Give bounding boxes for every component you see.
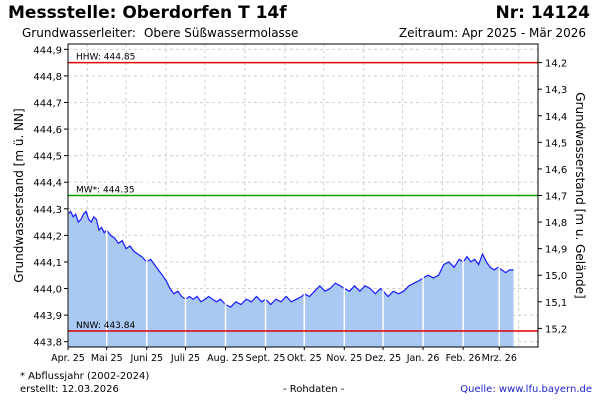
y-left-tick-label: 444,7 bbox=[33, 98, 62, 109]
footnote: * Abflussjahr (2002-2024) bbox=[20, 371, 150, 382]
x-tick-label: Dez. 25 bbox=[365, 353, 401, 364]
reference-label-nnw: NNW: 443.84 bbox=[76, 321, 135, 331]
x-tick-label: Sept. 25 bbox=[246, 353, 286, 364]
x-tick-label: Feb. 26 bbox=[446, 353, 481, 364]
y-right-tick-label: 14,8 bbox=[545, 218, 567, 229]
reference-lines: HHW: 444.85 MW*: 444.35 NNW: 443.84 bbox=[68, 53, 538, 332]
aquifer-value: Obere Süßwassermolasse bbox=[143, 26, 299, 40]
x-tick-label: Juni 25 bbox=[129, 353, 163, 364]
aquifer-info: Grundwasserleiter: Obere Süßwassermolasse bbox=[22, 26, 298, 40]
y-axis-left: 443,8 443,9 444,0 444,1 444,2 444,3 444,4 444,5… bbox=[33, 45, 68, 349]
y-left-tick-label: 444,9 bbox=[33, 45, 62, 56]
x-tick-label: Apr. 25 bbox=[51, 353, 85, 364]
y-left-tick-label: 444,0 bbox=[33, 285, 62, 296]
y-axis-right: 14,2 14,3 14,4 14,5 14,6 14,7 14,8 14,9 15,0 15,1… bbox=[538, 59, 567, 335]
y-left-tick-label: 444,4 bbox=[33, 178, 62, 189]
x-tick-label: Okt. 25 bbox=[287, 353, 322, 364]
reference-label-hhw: HHW: 444.85 bbox=[76, 53, 135, 63]
reference-label-mw: MW*: 444.35 bbox=[76, 186, 135, 196]
x-tick-label: Nov. 25 bbox=[326, 353, 362, 364]
x-tick-label: Jan. 26 bbox=[406, 353, 440, 364]
y-right-tick-label: 14,9 bbox=[545, 245, 567, 256]
y-axis-right-label: Grundwasserstand [m u. Gelände] bbox=[573, 92, 587, 298]
created-date: erstellt: 12.03.2026 bbox=[20, 384, 119, 395]
y-right-tick-label: 15,2 bbox=[545, 324, 567, 335]
x-tick-label: Mai 25 bbox=[91, 353, 123, 364]
x-tick-label: Mrz. 26 bbox=[482, 353, 517, 364]
aquifer-label: Grundwasserleiter: bbox=[22, 26, 136, 40]
y-right-tick-label: 14,2 bbox=[545, 59, 567, 70]
raw-data-label: - Rohdaten - bbox=[283, 384, 345, 395]
y-left-tick-label: 443,8 bbox=[33, 338, 62, 349]
y-left-tick-label: 443,9 bbox=[33, 311, 62, 322]
y-right-tick-label: 15,0 bbox=[545, 271, 567, 282]
y-right-tick-label: 14,3 bbox=[545, 85, 567, 96]
y-left-tick-label: 444,1 bbox=[33, 258, 62, 269]
y-right-tick-label: 14,7 bbox=[545, 192, 567, 203]
station-number: Nr: 14124 bbox=[495, 3, 590, 23]
y-right-tick-label: 14,4 bbox=[545, 112, 567, 123]
y-left-tick-label: 444,8 bbox=[33, 72, 62, 83]
y-left-tick-label: 444,2 bbox=[33, 231, 62, 242]
y-right-tick-label: 14,5 bbox=[545, 138, 567, 149]
x-axis: Apr. 25 Mai 25 Juni 25 Juli 25 Aug. 25 Sept. … bbox=[51, 347, 517, 364]
station-title: Messstelle: Oberdorfen T 14f bbox=[8, 3, 287, 23]
y-left-tick-label: 444,3 bbox=[33, 205, 62, 216]
y-right-tick-label: 14,6 bbox=[545, 165, 567, 176]
y-right-tick-label: 15,1 bbox=[545, 298, 567, 309]
series-area bbox=[68, 211, 514, 347]
period-label: Zeitraum: Apr 2025 - Mär 2026 bbox=[398, 26, 586, 40]
y-left-tick-label: 444,6 bbox=[33, 125, 62, 136]
y-left-tick-label: 444,5 bbox=[33, 152, 62, 163]
x-tick-label: Juli 25 bbox=[170, 353, 200, 364]
source-link[interactable]: Quelle: www.lfu.bayern.de bbox=[460, 384, 592, 395]
x-tick-label: Aug. 25 bbox=[207, 353, 244, 364]
y-axis-left-label: Grundwasserstand [m ü. NN] bbox=[12, 108, 26, 282]
